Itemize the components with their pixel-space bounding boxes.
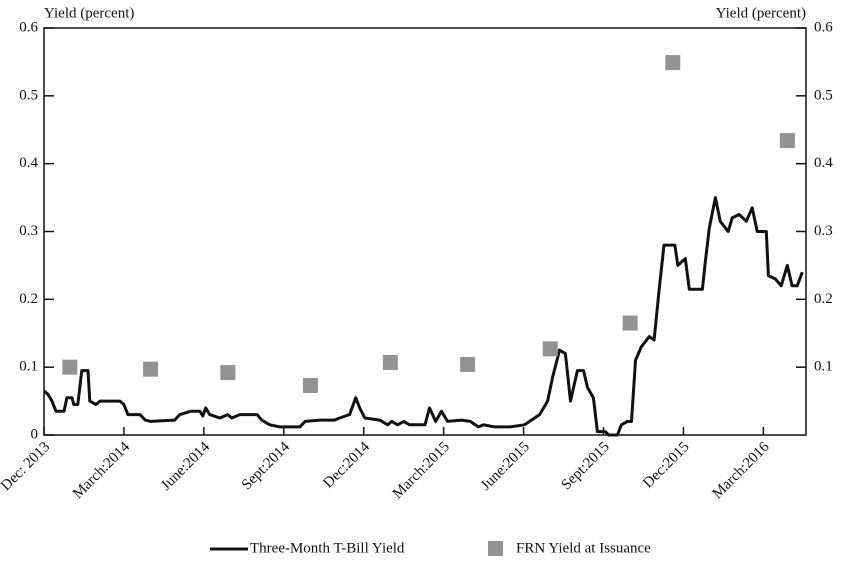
- y2-axis-label: Yield (percent): [716, 5, 806, 21]
- x-tick-label: Sept:2014: [239, 439, 294, 494]
- x-tick-label: March:2016: [709, 439, 773, 503]
- scatter-point: [143, 361, 159, 377]
- y2-tick-label: 0.2: [814, 291, 833, 307]
- legend-label: Three-Month T-Bill Yield: [250, 540, 405, 556]
- y2-tick-label: 0.1: [814, 359, 833, 375]
- y2-tick-label: 0.5: [814, 87, 833, 103]
- x-tick-label: March:2015: [390, 439, 453, 502]
- y-tick-label: 0.1: [19, 359, 38, 375]
- y-tick-label: 0: [31, 426, 39, 442]
- x-tick-label: June:2014: [158, 439, 213, 494]
- x-tick-label: Dec: 2013: [0, 439, 53, 494]
- scatter-point: [665, 55, 681, 71]
- y-tick-label: 0.2: [19, 291, 38, 307]
- scatter-point: [382, 354, 398, 370]
- x-tick-label: June:2015: [478, 439, 533, 494]
- y2-tick-label: 0.4: [814, 155, 833, 171]
- line-series: [43, 196, 804, 437]
- scatter-point: [622, 315, 638, 331]
- scatter-point: [542, 341, 558, 357]
- legend-swatch: [488, 541, 503, 556]
- x-tick-label: Dec:2015: [640, 439, 693, 492]
- scatter-point: [62, 359, 78, 375]
- scatter-point: [302, 377, 318, 393]
- x-tick-label: March:2014: [70, 439, 134, 503]
- y-axis-label: Yield (percent): [44, 5, 134, 21]
- x-tick-label: Dec:2014: [320, 439, 373, 492]
- plot-frame: [43, 27, 807, 436]
- y2-tick-label: 0.6: [814, 19, 833, 35]
- y-tick-label: 0.6: [19, 19, 38, 35]
- scatter-point: [220, 365, 236, 381]
- y-tick-label: 0.4: [19, 155, 38, 171]
- scatter-point: [779, 133, 795, 149]
- y-tick-label: 0.3: [19, 223, 38, 239]
- legend-label: FRN Yield at Issuance: [516, 540, 651, 556]
- y2-tick-label: 0.3: [814, 223, 833, 239]
- x-tick-label: Sept:2015: [558, 439, 612, 493]
- scatter-point: [460, 356, 476, 372]
- y-tick-label: 0.5: [19, 87, 38, 103]
